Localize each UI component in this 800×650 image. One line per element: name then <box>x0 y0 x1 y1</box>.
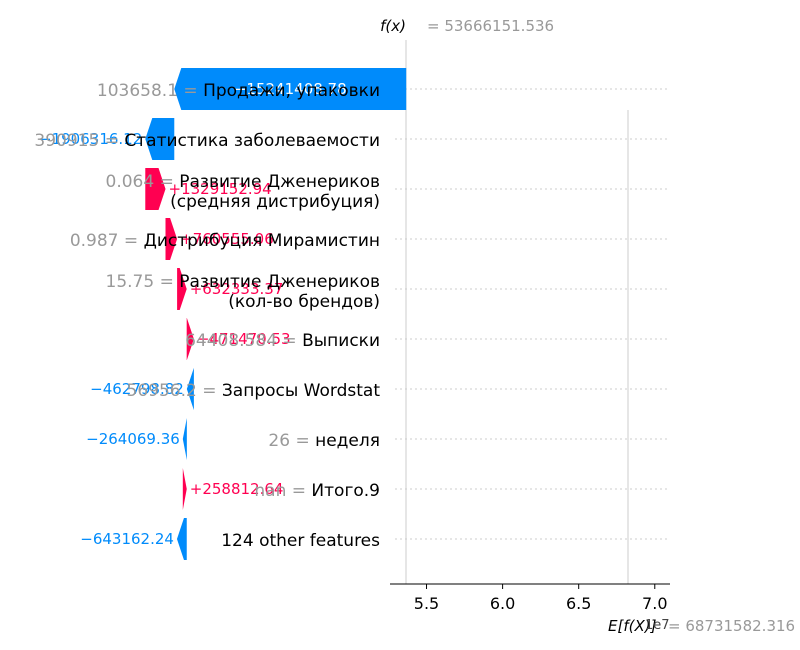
feature-labels: 103658.1 = Продажи, упаковки 390915 = Ста… <box>34 81 380 551</box>
x-tick-label: 7.0 <box>642 594 667 613</box>
feature-label: 0.064 = Развитие Дженериков <box>106 172 380 192</box>
feature-label: 0.987 = Дистрибуция Мирамистин <box>70 231 380 251</box>
feature-label: 124 other features <box>221 531 380 551</box>
feature-name: Дистрибуция Мирамистин <box>144 231 380 251</box>
waterfall-bar <box>174 68 407 110</box>
x-axis-ticks: 5.5 6.0 6.5 7.0 <box>414 584 668 613</box>
fx-value: = 53666151.536 <box>427 17 554 35</box>
contribution-label: +632333.37 <box>190 280 284 298</box>
row-gridlines <box>395 88 670 540</box>
feature-name: Запросы Wordstat <box>222 381 380 401</box>
waterfall-bar <box>182 418 187 460</box>
feature-value: 15.75 = <box>106 272 180 292</box>
x-tick-label: 6.0 <box>490 594 515 613</box>
x-tick-label: 6.5 <box>566 594 591 613</box>
waterfall-bar <box>186 368 194 410</box>
contribution-label: −643162.24 <box>80 530 174 548</box>
contribution-label: +1329152.94 <box>169 180 272 198</box>
contribution-label: −1906316.12 <box>39 130 142 148</box>
feature-name: Выписки <box>302 331 380 351</box>
x-tick-label: 5.5 <box>414 594 439 613</box>
ex-value: = 68731582.316 <box>668 617 795 635</box>
waterfall-bar <box>186 318 194 360</box>
feature-value: 64408.584 = <box>185 331 302 351</box>
feature-value: 0.987 = <box>70 231 144 251</box>
contribution-label: −15241408.78 <box>234 80 347 98</box>
feature-value: 0.064 = <box>106 172 180 192</box>
contribution-label: +471470.53 <box>197 330 291 348</box>
feature-name: Продажи, упаковки <box>203 81 380 101</box>
feature-value: 26 = <box>268 431 315 451</box>
feature-label: 15.75 = Развитие Дженериков <box>106 272 380 292</box>
contribution-label: −264069.36 <box>86 430 180 448</box>
waterfall-bar <box>182 468 187 510</box>
waterfall-bar <box>165 218 178 260</box>
waterfall-bar <box>176 518 187 560</box>
feature-value: 390915 = <box>34 131 124 151</box>
fx-symbol: f(x) <box>380 17 406 35</box>
feature-label-line2: (средняя дистрибуция) <box>170 192 380 212</box>
feature-label: 103658.1 = Продажи, упаковки <box>97 81 380 101</box>
feature-label: nan = Итого.9 <box>254 481 380 501</box>
feature-name: неделя <box>315 431 380 451</box>
feature-name: Развитие Дженериков <box>179 272 380 292</box>
ex-symbol: E[f(X)] <box>608 617 657 635</box>
feature-label: 390915 = Статистика заболеваемости <box>34 131 380 151</box>
feature-label: 26 = неделя <box>268 431 380 451</box>
feature-name: Итого.9 <box>311 481 380 501</box>
expected-value-label: E[f(X)] 1e7 = 68731582.316 <box>608 617 795 635</box>
feature-name: 124 other features <box>221 531 380 551</box>
waterfall-bar <box>145 168 166 210</box>
feature-value: nan = <box>254 481 311 501</box>
feature-label: 64408.584 = Выписки <box>185 331 380 351</box>
feature-value: 103658.1 = <box>97 81 203 101</box>
waterfall-bars: −15241408.78 −1906316.12 +1329152.94 +76055… <box>39 68 407 560</box>
waterfall-bar <box>177 268 187 310</box>
contribution-label: +760555.06 <box>180 230 274 248</box>
feature-value: 56956.2 = <box>127 381 222 401</box>
feature-name: Развитие Дженериков <box>179 172 380 192</box>
feature-label-line2: (кол-во брендов) <box>228 292 380 312</box>
contribution-label: +258812.64 <box>190 480 284 498</box>
feature-label: 56956.2 = Запросы Wordstat <box>127 381 381 401</box>
fx-label: f(x) = 53666151.536 <box>380 17 554 35</box>
axis-offset-label: 1e7 <box>645 618 670 633</box>
waterfall-bar <box>145 118 175 160</box>
contribution-label: −462798.82 <box>90 380 184 398</box>
feature-name: Статистика заболеваемости <box>124 131 380 151</box>
